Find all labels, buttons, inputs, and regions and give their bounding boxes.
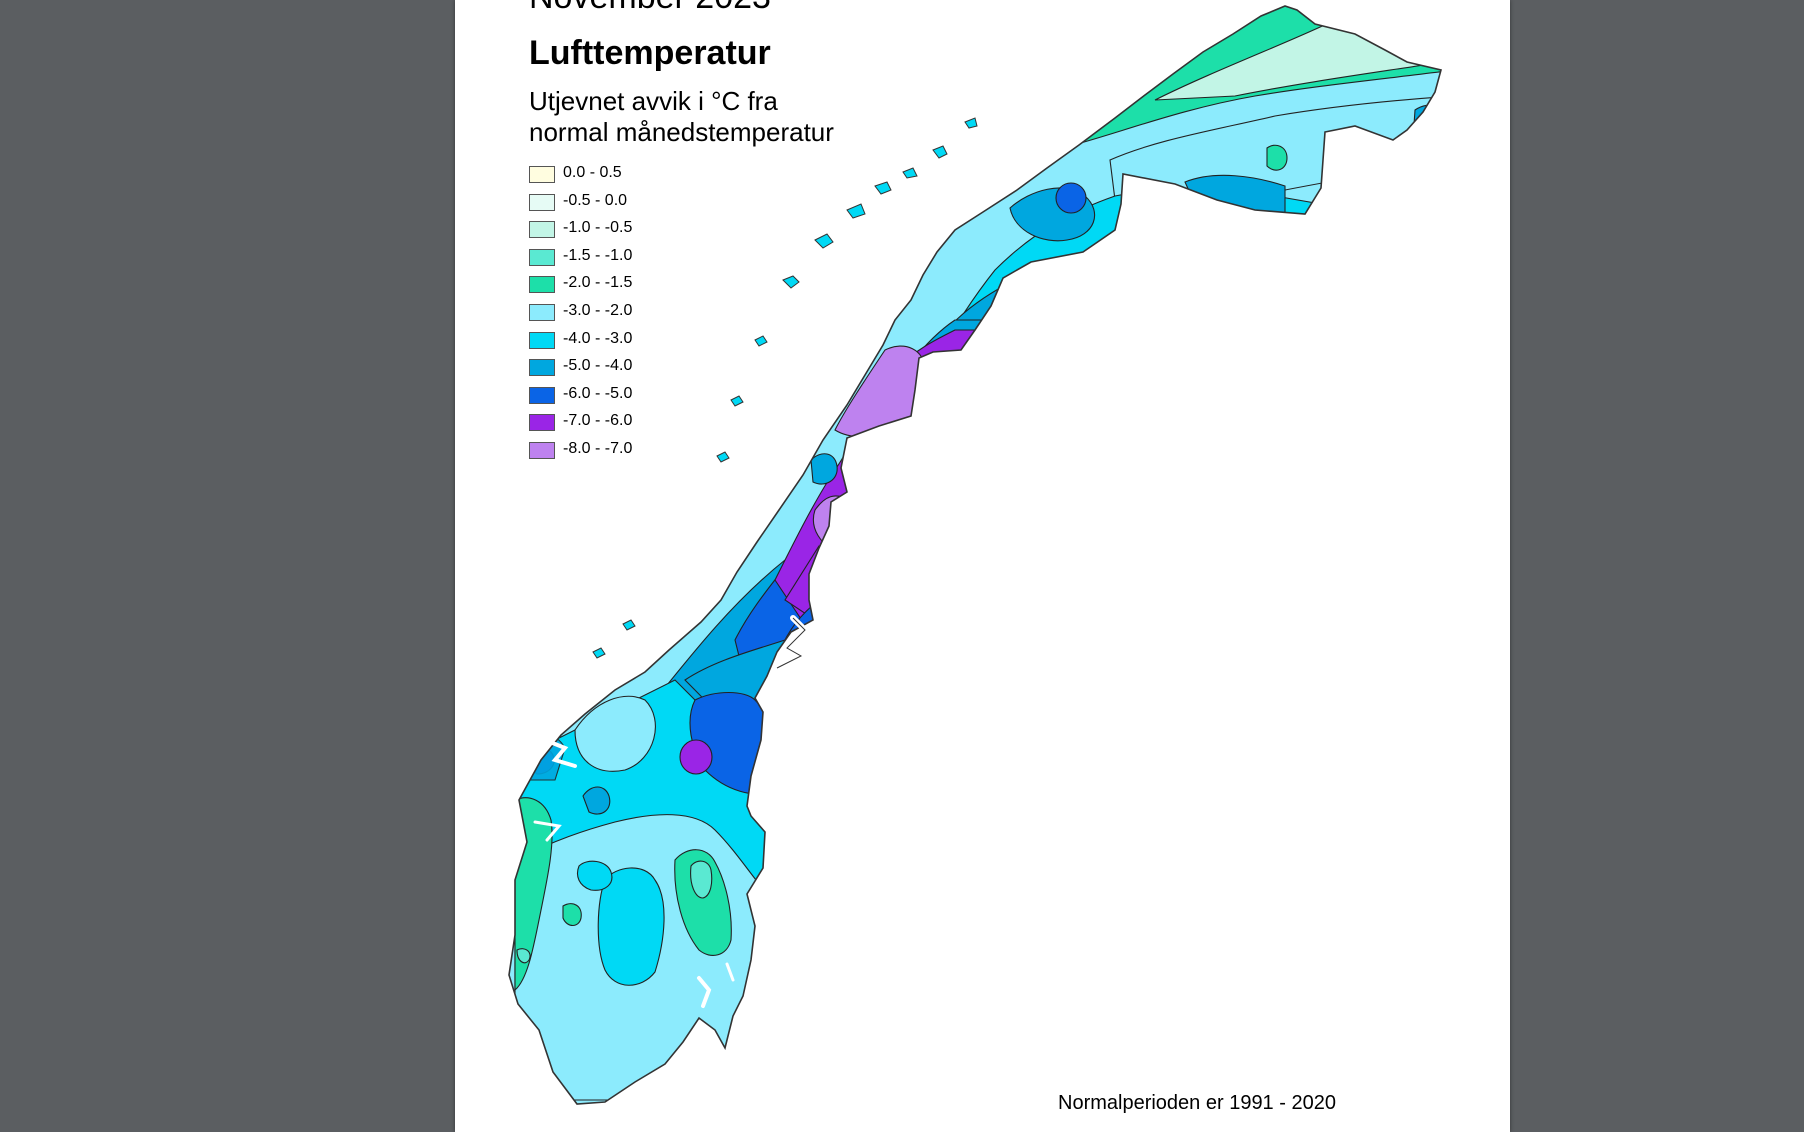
normal-period-footnote: Normalperioden er 1991 - 2020 bbox=[1058, 1092, 1336, 1114]
map-subtitle: Utjevnet avvik i °C fra normal månedstem… bbox=[529, 86, 834, 148]
legend-swatch bbox=[529, 221, 555, 239]
legend-label: -7.0 - -6.0 bbox=[563, 412, 633, 430]
legend-swatch bbox=[529, 303, 555, 321]
legend-label: -3.0 - -2.0 bbox=[563, 301, 633, 319]
legend-swatch bbox=[529, 359, 555, 377]
legend-label: -1.5 - -1.0 bbox=[563, 246, 633, 264]
legend-label: -5.0 - -4.0 bbox=[563, 357, 633, 375]
legend-swatch bbox=[529, 441, 555, 459]
legend-swatch bbox=[529, 166, 555, 183]
legend-swatch bbox=[529, 248, 555, 266]
legend-label: -1.0 - -0.5 bbox=[563, 219, 633, 237]
legend-swatch bbox=[529, 331, 555, 349]
legend-label: -4.0 - -3.0 bbox=[563, 329, 633, 347]
subtitle-line-1: Utjevnet avvik i °C fra bbox=[529, 86, 778, 116]
legend-label: -8.0 - -7.0 bbox=[563, 439, 633, 457]
legend-label: -0.5 - 0.0 bbox=[563, 191, 628, 209]
subtitle-line-2: normal månedstemperatur bbox=[529, 117, 834, 147]
period-title: November 2023 bbox=[529, 0, 771, 17]
legend-swatch bbox=[529, 414, 555, 432]
legend-label: -2.0 - -1.5 bbox=[563, 274, 633, 292]
map-title: Lufttemperatur bbox=[529, 34, 771, 72]
legend-label: 0.0 - 0.5 bbox=[563, 164, 622, 181]
document-page: November 2023 Lufttemperatur Utjevnet av… bbox=[455, 0, 1510, 1132]
legend-swatch bbox=[529, 276, 555, 294]
legend-swatch bbox=[529, 193, 555, 211]
legend-label: -6.0 - -5.0 bbox=[563, 384, 633, 402]
legend-swatch bbox=[529, 386, 555, 404]
norway-temperature-map bbox=[508, 5, 1442, 1105]
